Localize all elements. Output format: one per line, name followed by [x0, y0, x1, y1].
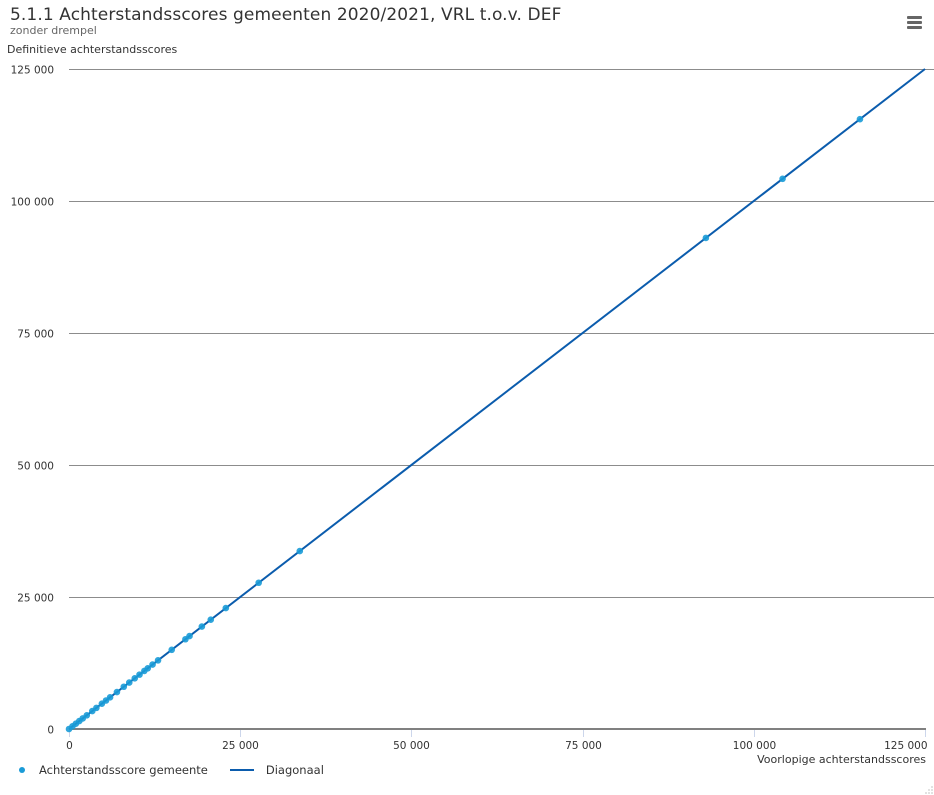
data-point[interactable]	[113, 688, 121, 696]
hamburger-menu-icon[interactable]	[902, 10, 926, 34]
data-point[interactable]	[702, 234, 710, 242]
scatter-series[interactable]	[65, 115, 864, 733]
data-point[interactable]	[255, 579, 262, 587]
chart-subtitle: zonder drempel	[10, 24, 97, 37]
x-axis-title: Voorlopige achterstandsscores	[757, 753, 926, 766]
diagonal-series[interactable]	[68, 68, 926, 730]
y-tick-label: 100 000	[11, 197, 54, 209]
y-axis-labels: 0 25 000 50 000 75 000 100 000 125 000	[11, 65, 54, 737]
data-point[interactable]	[154, 657, 162, 664]
data-point[interactable]	[83, 711, 91, 719]
legend-label: Achterstandsscore gemeente	[39, 763, 208, 777]
x-tick-label: 75 000	[565, 740, 602, 752]
y-tick-label: 75 000	[17, 329, 54, 341]
menu-bar	[907, 26, 922, 29]
data-point[interactable]	[93, 704, 100, 712]
data-point[interactable]	[168, 646, 176, 654]
data-point[interactable]	[186, 632, 193, 640]
x-tick-label: 50 000	[393, 740, 430, 752]
x-tick-label: 125 000	[884, 740, 927, 752]
legend-item-achterstandsscore[interactable]: Achterstandsscore gemeente	[14, 763, 208, 777]
y-tick-label: 25 000	[17, 593, 54, 605]
legend: Achterstandsscore gemeente Diagonaal	[14, 763, 346, 777]
menu-bar	[907, 16, 922, 19]
menu-bar	[907, 21, 922, 24]
data-point[interactable]	[207, 616, 215, 624]
scatter-dot-icon	[19, 767, 25, 773]
gridlines	[69, 69, 934, 598]
legend-label: Diagonaal	[265, 763, 324, 777]
diagonal-line[interactable]	[68, 68, 926, 730]
legend-item-diagonaal[interactable]: Diagonaal	[229, 763, 324, 777]
data-point[interactable]	[856, 115, 864, 123]
data-point[interactable]	[296, 547, 304, 555]
data-point[interactable]	[222, 604, 230, 612]
data-point[interactable]	[136, 671, 143, 678]
data-point[interactable]	[144, 664, 152, 672]
x-tick-label: 100 000	[733, 740, 776, 752]
data-point[interactable]	[149, 661, 156, 668]
data-point[interactable]	[779, 175, 786, 183]
y-tick-label: 125 000	[11, 65, 54, 77]
x-axis-labels: 0 25 000 50 000 75 000 100 000 125 000	[66, 740, 927, 752]
resize-grip-icon[interactable]	[925, 786, 933, 794]
data-point[interactable]	[125, 679, 133, 686]
chart-title: 5.1.1 Achterstandsscores gemeenten 2020/…	[10, 5, 562, 25]
x-tick-label: 0	[66, 740, 73, 752]
x-axis-ticks	[69, 729, 926, 737]
line-symbol-icon	[229, 769, 254, 771]
data-point[interactable]	[106, 694, 114, 701]
y-tick-label: 50 000	[17, 461, 54, 473]
y-tick-label: 0	[47, 725, 54, 737]
y-axis-title: Definitieve achterstandsscores	[7, 43, 178, 56]
data-point[interactable]	[198, 623, 206, 630]
data-point[interactable]	[120, 683, 128, 691]
x-tick-label: 25 000	[222, 740, 259, 752]
data-point[interactable]	[131, 675, 139, 682]
